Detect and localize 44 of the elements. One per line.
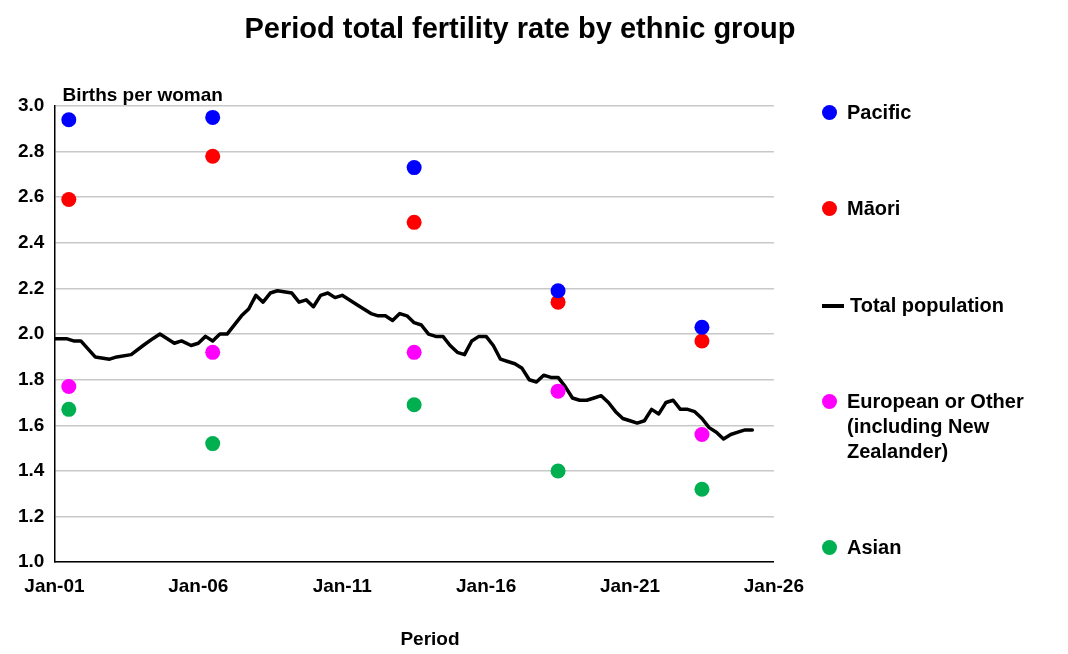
y-tick-label: 1.2 — [17, 504, 45, 526]
x-tick-label: Jan-01 — [24, 574, 85, 596]
legend-label: European or Other (including New Zealander) — [847, 388, 1025, 464]
y-tick-label: 2.2 — [17, 276, 45, 298]
point — [694, 481, 710, 497]
x-tick-label: Jan-06 — [168, 574, 229, 596]
point — [205, 436, 221, 452]
x-tick-label: Jan-16 — [456, 574, 517, 596]
point — [406, 397, 422, 413]
y-tick-label: 1.4 — [17, 459, 45, 481]
y-tick-label: 2.4 — [17, 231, 45, 253]
x-tick-label: Jan-26 — [743, 574, 804, 596]
point — [61, 192, 77, 208]
point — [406, 160, 422, 176]
point — [205, 344, 221, 360]
point — [550, 383, 566, 399]
point — [61, 401, 77, 417]
point — [550, 283, 566, 299]
x-tick-label: Jan-21 — [599, 574, 661, 596]
point — [406, 214, 422, 230]
point — [694, 319, 710, 335]
y-tick-label: 1.6 — [17, 413, 45, 435]
x-axis-title: Period — [399, 628, 461, 650]
point — [205, 109, 221, 125]
chart-title: Period total fertility rate by ethnic group — [243, 12, 797, 45]
y-axis-title: Births per woman — [62, 83, 223, 105]
y-tick-label: 2.0 — [17, 322, 45, 344]
point — [406, 344, 422, 360]
legend-label: Pacific — [847, 100, 912, 125]
y-tick-label: 1.0 — [17, 550, 45, 572]
y-tick-label: 2.6 — [17, 185, 45, 207]
point — [205, 148, 221, 164]
point — [694, 426, 710, 442]
point — [550, 463, 566, 479]
y-tick-label: 1.8 — [17, 367, 45, 389]
legend-label: Asian — [847, 535, 902, 560]
legend-label: Māori — [847, 196, 901, 222]
y-tick-label: 3.0 — [17, 94, 45, 116]
point — [61, 379, 77, 395]
x-tick-label: Jan-11 — [312, 574, 373, 596]
point — [61, 112, 77, 128]
legend-label: Total population — [850, 292, 1005, 318]
point — [694, 333, 710, 349]
y-tick-label: 2.8 — [17, 139, 45, 161]
